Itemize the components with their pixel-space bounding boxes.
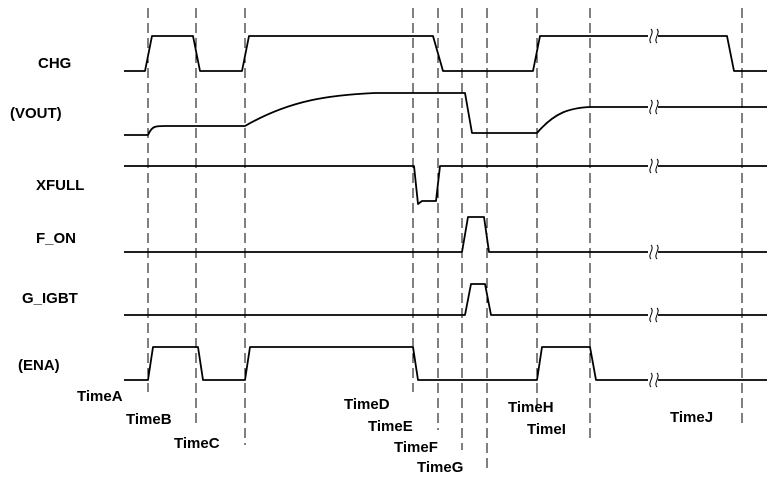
time-label-timej: TimeJ (670, 409, 713, 426)
time-label-timeb: TimeB (126, 411, 172, 428)
time-label-timeh: TimeH (508, 399, 554, 416)
signal-label-xfull: XFULL (36, 177, 84, 194)
break-mark-f-on (649, 244, 659, 260)
time-label-timeg: TimeG (417, 459, 463, 475)
signal-labels: CHG (VOUT) XFULL F_ON G_IGBT (ENA) (10, 55, 84, 374)
trace-chg (124, 35, 767, 72)
time-label-timea: TimeA (77, 388, 123, 405)
trace-vout (124, 92, 767, 136)
time-label-timee: TimeE (368, 418, 413, 435)
break-mark-g-igbt (649, 307, 659, 323)
trace-ena (124, 346, 767, 381)
time-labels: TimeA TimeB TimeC TimeD TimeE TimeF Time… (77, 388, 713, 476)
signal-label-ena: (ENA) (18, 357, 60, 374)
trace-xfull (124, 165, 767, 205)
break-mark-vout (649, 99, 659, 115)
trace-g-igbt (124, 283, 767, 316)
time-label-timei: TimeI (527, 421, 566, 438)
axis-break-marks (649, 28, 659, 388)
signal-label-vout: (VOUT) (10, 105, 62, 122)
time-marker-lines (147, 8, 743, 472)
signal-label-g-igbt: G_IGBT (22, 290, 78, 307)
break-mark-ena (649, 372, 659, 388)
break-mark-chg (649, 28, 659, 44)
break-mark-xfull (649, 158, 659, 174)
signal-label-f-on: F_ON (36, 230, 76, 247)
signal-label-chg: CHG (38, 55, 71, 72)
time-label-timed: TimeD (344, 396, 390, 413)
time-label-timec: TimeC (174, 435, 220, 452)
trace-f-on (124, 216, 767, 253)
time-label-timef: TimeF (394, 439, 438, 456)
